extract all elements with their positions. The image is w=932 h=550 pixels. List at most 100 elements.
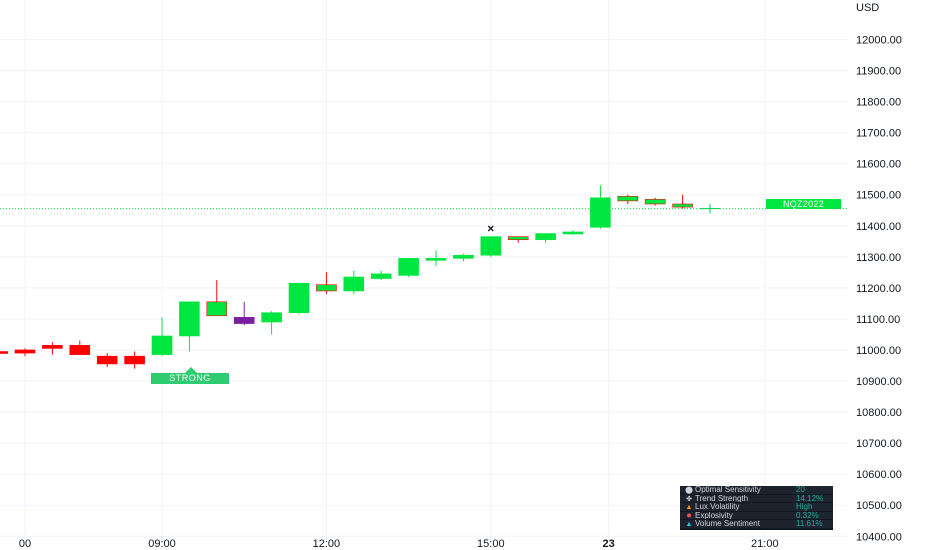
candle xyxy=(617,194,639,205)
candle xyxy=(644,197,666,206)
candle xyxy=(261,311,282,335)
stats-row: ✤ Trend Strength 14.12% xyxy=(680,494,833,504)
signals-layer: × xyxy=(487,222,494,236)
candle xyxy=(425,250,447,267)
candle-body xyxy=(672,203,693,208)
stats-label-cell: ✸ Explosivity xyxy=(680,511,793,521)
candle xyxy=(206,280,228,317)
candle-body xyxy=(535,233,556,241)
candle-body xyxy=(124,355,145,365)
candle xyxy=(288,282,310,315)
candle-body xyxy=(261,312,282,323)
y-tick-label: 11300.00 xyxy=(856,252,901,264)
candle xyxy=(370,270,392,281)
candle xyxy=(507,236,529,243)
candle xyxy=(316,272,337,295)
y-tick-label: 10500.00 xyxy=(856,500,902,512)
stats-label-cell: ✤ Trend Strength xyxy=(680,494,793,504)
y-tick-label: 10400.00 xyxy=(856,531,902,543)
candle-body xyxy=(42,345,63,349)
stats-label: Lux Volatility xyxy=(695,503,740,512)
candle-body xyxy=(96,355,118,365)
x-tick-label: 21:00 xyxy=(751,538,779,550)
candle-body xyxy=(0,351,8,354)
strong-signal-label: STRONG xyxy=(151,373,229,384)
candle xyxy=(562,230,584,236)
candle-body xyxy=(370,273,392,279)
y-tick-label: 11700.00 xyxy=(856,128,901,140)
chart-grid xyxy=(0,0,848,540)
stats-value: 0.32% xyxy=(793,511,833,521)
lux-volatility-icon: ▲ xyxy=(685,504,693,512)
candle xyxy=(124,351,145,369)
price-axis-currency: USD xyxy=(856,2,879,14)
optimal-sensitivity-icon: ⬤ xyxy=(685,487,693,494)
y-tick-label: 11900.00 xyxy=(856,65,901,77)
x-tick-label: 12:00 xyxy=(313,538,341,550)
candle xyxy=(151,317,173,357)
candle xyxy=(398,258,419,277)
candle xyxy=(535,233,556,243)
candle-body xyxy=(644,199,666,205)
y-tick-label: 10600.00 xyxy=(856,469,902,481)
price-axis[interactable]: USD 10400.00 10500.00 10600.00 10700.00 1080… xyxy=(856,2,902,543)
candle xyxy=(590,185,611,229)
stats-value: High xyxy=(793,503,833,512)
x-tick-label: 15:00 xyxy=(477,538,505,550)
stats-value: 20 xyxy=(793,486,833,495)
y-tick-label: 10700.00 xyxy=(856,438,902,450)
candle-body xyxy=(398,258,419,276)
candle xyxy=(672,194,693,209)
candle-body xyxy=(480,236,502,256)
y-tick-label: 11600.00 xyxy=(856,159,901,171)
candle xyxy=(42,342,63,355)
candle xyxy=(179,301,200,352)
buy-signal-arrow xyxy=(185,367,197,373)
candle-body xyxy=(151,335,173,355)
y-tick-label: 11500.00 xyxy=(856,190,901,202)
stats-row: ▲ Lux Volatility High xyxy=(680,503,833,512)
stats-label: Optimal Sensitivity xyxy=(695,486,761,494)
candle xyxy=(69,340,91,355)
x-tick-label: 00 xyxy=(19,538,31,550)
candle-body xyxy=(14,349,36,354)
time-axis[interactable]: 00 09:00 12:00 15:00 23 21:00 xyxy=(19,538,779,550)
y-tick-label: 10800.00 xyxy=(856,407,902,419)
stats-value: 14.12% xyxy=(793,494,833,504)
x-tick-label: 09:00 xyxy=(148,538,176,550)
stats-label: Explosivity xyxy=(695,511,733,520)
x-tick-label: 23 xyxy=(602,538,614,550)
candle xyxy=(700,204,720,214)
stats-label: Volume Sentiment xyxy=(695,520,760,529)
y-tick-label: 11200.00 xyxy=(856,283,901,295)
symbol-price-badge: NQZ2022 xyxy=(766,199,841,209)
candle xyxy=(233,301,255,326)
stats-label-cell: ▲ Volume Sentiment xyxy=(680,520,793,529)
candle-body xyxy=(590,197,611,228)
indicator-stats-table: ⬤ Optimal Sensitivity 20 ✤ Trend Strength 14.… xyxy=(680,486,833,530)
trend-strength-icon: ✤ xyxy=(686,495,692,503)
stats-label-cell: ⬤ Optimal Sensitivity xyxy=(680,486,793,495)
candle-body xyxy=(343,276,365,292)
candle-body xyxy=(562,231,584,235)
explosivity-icon: ✸ xyxy=(686,512,692,520)
cross-signal-marker: × xyxy=(487,222,494,236)
y-tick-label: 12000.00 xyxy=(856,34,902,46)
y-tick-label: 11800.00 xyxy=(856,97,901,109)
candles-layer xyxy=(0,185,720,369)
candle xyxy=(0,351,8,354)
candle xyxy=(453,253,474,262)
stats-row: ⬤ Optimal Sensitivity 20 xyxy=(680,486,833,495)
candle-body xyxy=(453,254,474,259)
candle-body xyxy=(69,345,91,355)
candle-body xyxy=(507,236,529,241)
candle-body xyxy=(179,301,200,337)
candle-body xyxy=(425,258,447,261)
y-tick-label: 11400.00 xyxy=(856,221,901,233)
candle xyxy=(343,270,365,295)
candle xyxy=(480,236,502,257)
stats-label-cell: ▲ Lux Volatility xyxy=(680,503,793,512)
candle-body xyxy=(288,282,310,313)
y-tick-label: 11000.00 xyxy=(856,345,901,357)
